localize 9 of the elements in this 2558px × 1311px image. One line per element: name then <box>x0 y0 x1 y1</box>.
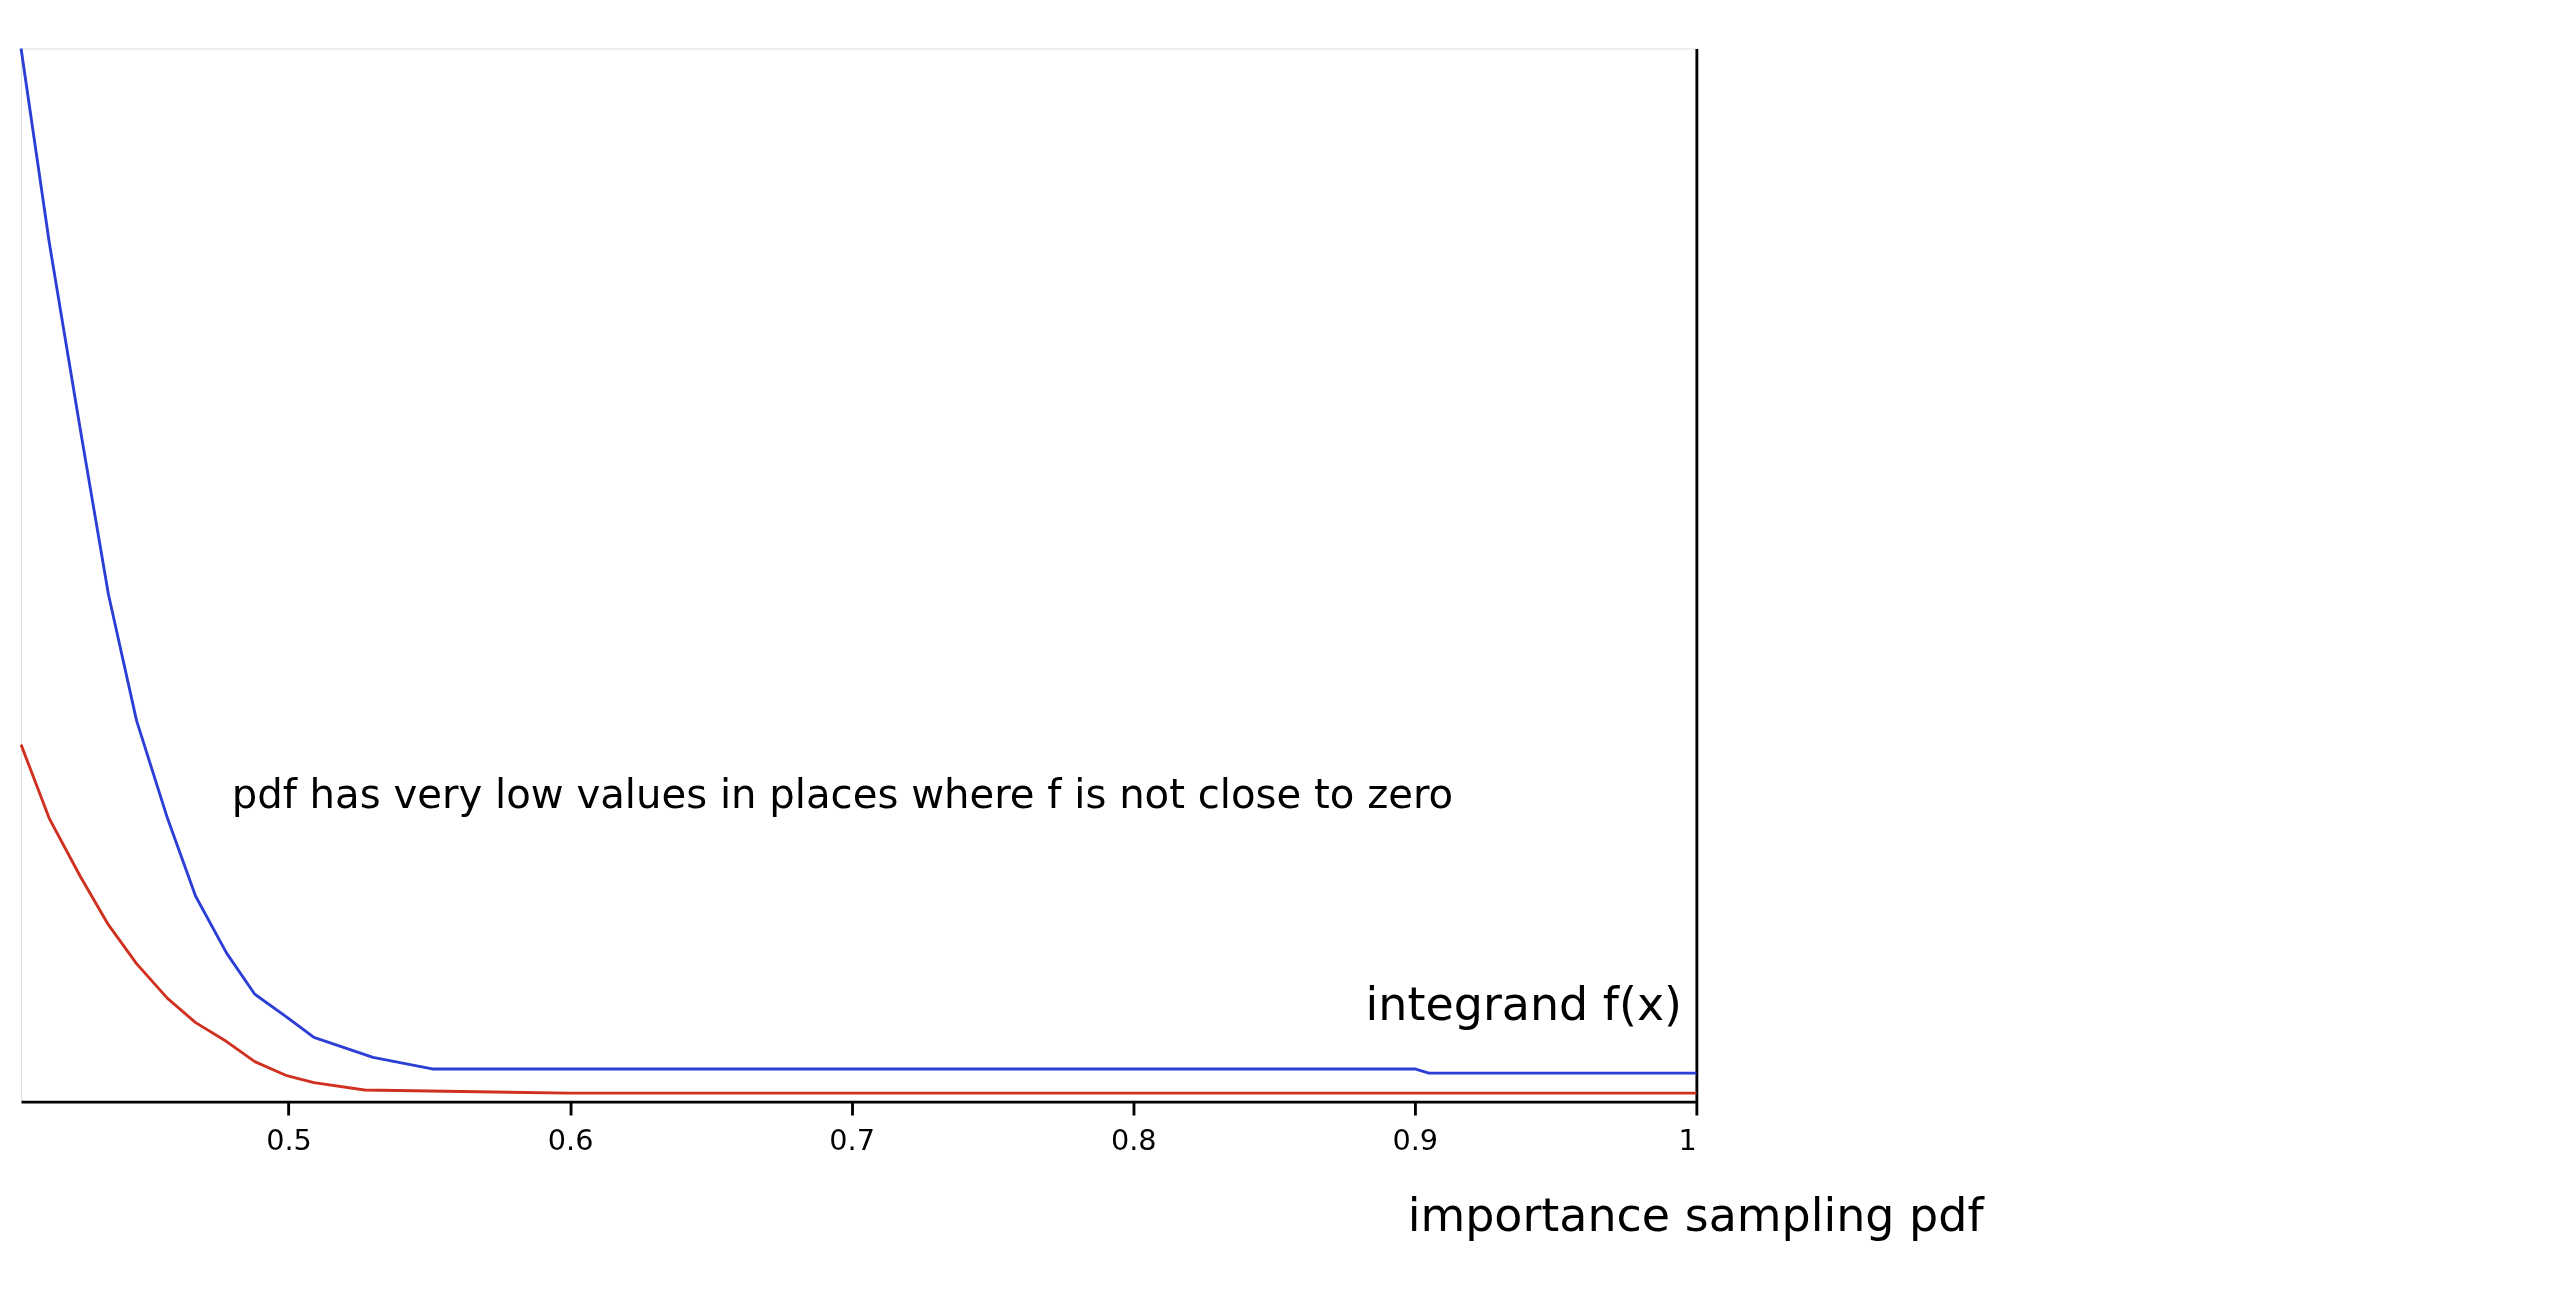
x-tick-label: 0.6 <box>547 1122 594 1157</box>
x-tick-label: 0.9 <box>1392 1122 1439 1157</box>
x-tick-label: 0.8 <box>1110 1122 1157 1157</box>
x-tick-label: 1 <box>1678 1122 1697 1157</box>
text: importance sampling pdf <box>1407 1188 1986 1243</box>
x-tick-label: 0.5 <box>266 1122 312 1157</box>
x-tick-label: 0.7 <box>829 1122 876 1157</box>
annotation: pdf has very low values in places where f is not close to zero <box>231 770 1454 817</box>
series-label: integrand f(x) <box>1365 976 1683 1031</box>
